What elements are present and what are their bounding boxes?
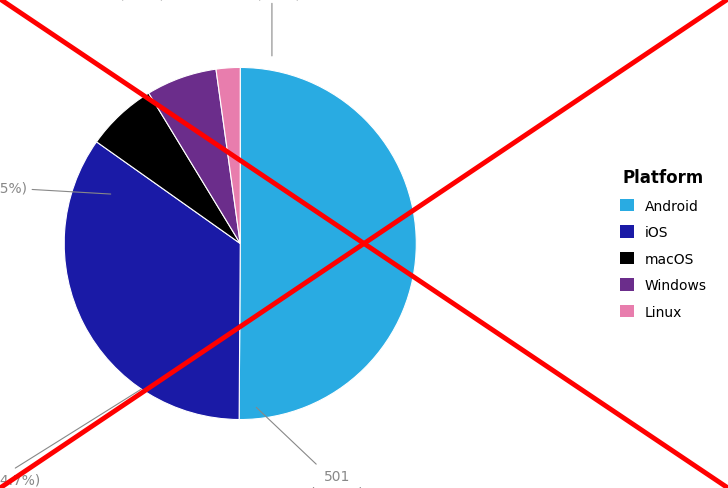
Wedge shape — [97, 94, 240, 244]
Text: 65 (6.5%): 65 (6.5%) — [97, 0, 165, 1]
Text: (2.2%): (2.2%) — [256, 0, 302, 1]
Wedge shape — [64, 142, 240, 420]
Legend: Android, iOS, macOS, Windows, Linux: Android, iOS, macOS, Windows, Linux — [613, 162, 713, 326]
Wedge shape — [149, 70, 240, 244]
Text: 501
(50.1%): 501 (50.1%) — [256, 407, 365, 488]
Wedge shape — [216, 68, 240, 244]
Text: 65 (6.5%): 65 (6.5%) — [0, 181, 111, 195]
Text: 347 (34.7%): 347 (34.7%) — [0, 389, 141, 487]
Wedge shape — [239, 68, 416, 420]
